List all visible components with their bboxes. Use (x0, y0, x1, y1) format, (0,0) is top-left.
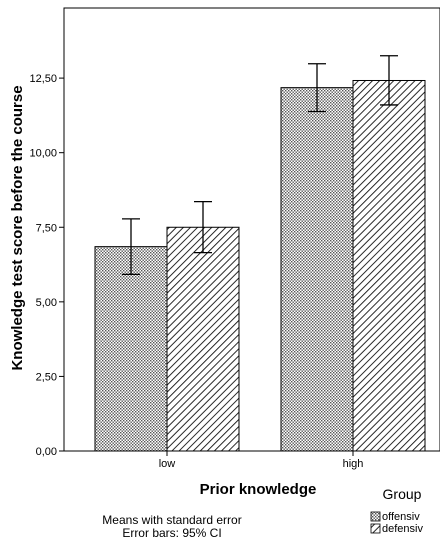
footnote-line-1: Means with standard error (102, 513, 241, 527)
bar-offensiv-high (280, 87, 354, 452)
y-tick-label: 7,50 (36, 222, 57, 234)
y-tick-label: 0,00 (36, 446, 57, 458)
y-axis-title: Knowledge test score before the course (9, 85, 26, 370)
y-tick-label: 2,50 (36, 371, 57, 383)
bar-defensiv-low (166, 226, 240, 452)
legend: Group offensiv defensiv (370, 486, 423, 535)
legend-swatch-offensiv (370, 511, 381, 522)
footnote-line-2: Error bars: 95% CI (122, 526, 221, 540)
bar-offensiv-low (94, 246, 168, 452)
error-bars-group (122, 55, 398, 276)
legend-label-offensiv: offensiv (382, 511, 420, 523)
bars-group (94, 79, 426, 452)
x-tick-label: low (159, 458, 176, 470)
bar-defensiv-high (352, 79, 426, 452)
x-axis: low high (159, 451, 364, 470)
y-tick-label: 12,50 (29, 73, 57, 85)
y-tick-label: 10,00 (29, 148, 57, 160)
legend-label-defensiv: defensiv (382, 523, 423, 535)
x-tick-label: high (343, 458, 364, 470)
legend-title: Group (383, 486, 422, 502)
y-axis: 0,00 2,50 5,00 7,50 10,00 12,50 (29, 73, 64, 458)
y-tick-label: 5,00 (36, 297, 57, 309)
legend-swatch-defensiv (370, 523, 381, 534)
x-axis-title: Prior knowledge (200, 481, 317, 498)
footnote: Means with standard error Error bars: 95… (102, 513, 241, 540)
